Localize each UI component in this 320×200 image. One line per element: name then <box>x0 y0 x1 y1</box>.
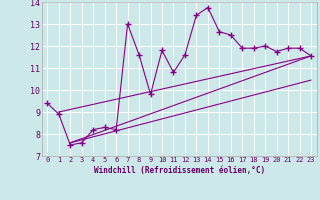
X-axis label: Windchill (Refroidissement éolien,°C): Windchill (Refroidissement éolien,°C) <box>94 166 265 175</box>
